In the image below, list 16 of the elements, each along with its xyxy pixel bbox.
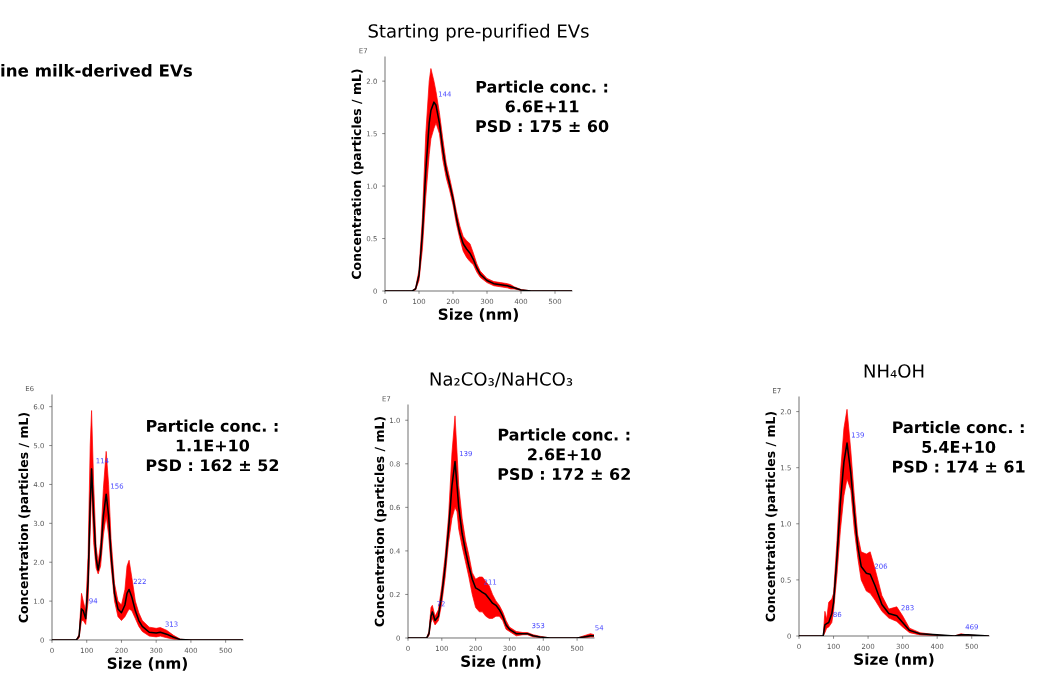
x-axis-title: Size (nm)	[854, 653, 934, 667]
annotation: Particle conc. : 5.4E+10 PSD : 174 ± 61	[893, 420, 1025, 473]
annotation: Particle conc. : 1.1E+10 PSD : 162 ± 52	[146, 419, 279, 472]
x-axis-title: Size (nm)	[438, 308, 518, 322]
y-axis-title: Concentration (particles / mL)	[18, 412, 31, 623]
y-axis-title: Concentration (particles / mL)	[351, 69, 364, 279]
chart-title: Na₂CO₃/NaHCO₃	[430, 372, 573, 388]
x-axis-title: Size (nm)	[107, 657, 187, 671]
annotation: Particle conc. : 6.6E+11 PSD : 175 ± 60	[476, 80, 609, 133]
chart-title: Starting pre-purified EVs	[368, 23, 589, 42]
text: ine milk-derived EVs	[1, 63, 192, 77]
annotation: Particle conc. : 2.6E+10 PSD : 172 ± 62	[498, 428, 630, 481]
y-axis-title: Concentration (particles / mL)	[374, 416, 387, 627]
x-axis-title: Size (nm)	[461, 655, 541, 669]
chart-title: NH₄OH	[864, 364, 924, 378]
y-axis-title: Concentration (particles / mL)	[765, 411, 778, 622]
